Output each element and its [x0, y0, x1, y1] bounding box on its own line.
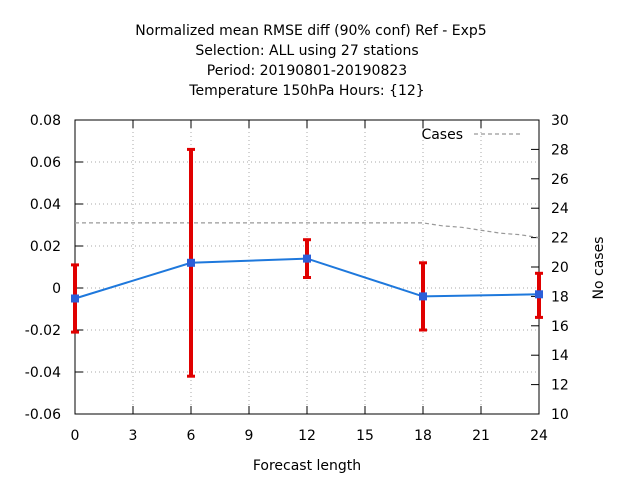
x-tick-label: 12	[298, 428, 316, 444]
y2-tick-label: 10	[551, 407, 569, 423]
y-tick-label: 0.08	[30, 113, 61, 129]
y-tick-label: -0.06	[25, 407, 61, 423]
data-point	[535, 290, 543, 299]
x-tick-label: 18	[414, 428, 432, 444]
cases-line	[75, 222, 540, 239]
y-tick-label: -0.04	[25, 365, 61, 381]
legend-label-cases: Cases	[421, 127, 463, 143]
x-tick-label: 9	[245, 428, 254, 444]
y2-tick-label: 26	[551, 172, 569, 188]
y2-tick-label: 18	[551, 289, 569, 305]
y2-tick-label: 22	[551, 231, 569, 247]
title-line-4: Temperature 150hPa Hours: {12}	[188, 83, 424, 99]
x-tick-label: 21	[472, 428, 490, 444]
y2-tick-label: 12	[551, 378, 569, 394]
y2-tick-label: 20	[551, 260, 569, 276]
data-point	[419, 292, 427, 301]
legend: Cases	[421, 127, 522, 143]
x-axis-label: Forecast length	[253, 458, 361, 474]
chart-title: Normalized mean RMSE diff (90% conf) Ref…	[135, 23, 486, 99]
y2-axis-label: No cases	[591, 237, 607, 300]
x-tick-label: 0	[71, 428, 80, 444]
x-tick-label: 24	[530, 428, 548, 444]
title-line-2: Selection: ALL using 27 stations	[195, 43, 418, 59]
x-tick-label: 15	[356, 428, 374, 444]
data-point	[187, 258, 195, 267]
y-tick-label: 0.04	[30, 197, 61, 213]
data-point	[71, 294, 79, 303]
y2-tick-label: 28	[551, 142, 569, 158]
y2-tick-label: 24	[551, 201, 569, 217]
y-tick-label: 0.06	[30, 155, 61, 171]
y-tick-label: 0.02	[30, 239, 61, 255]
x-tick-label: 6	[187, 428, 196, 444]
y2-tick-label: 16	[551, 319, 569, 335]
x-tick-label: 3	[129, 428, 138, 444]
y2-tick-label: 14	[551, 348, 569, 364]
rmse-diff-series	[71, 147, 543, 378]
y-tick-label: -0.02	[25, 323, 61, 339]
y-tick-label: 0	[52, 281, 61, 297]
title-line-1: Normalized mean RMSE diff (90% conf) Ref…	[135, 23, 486, 39]
cases-series	[75, 222, 540, 239]
data-point	[303, 254, 311, 263]
title-line-3: Period: 20190801-20190823	[207, 63, 407, 79]
y2-tick-label: 30	[551, 113, 569, 129]
